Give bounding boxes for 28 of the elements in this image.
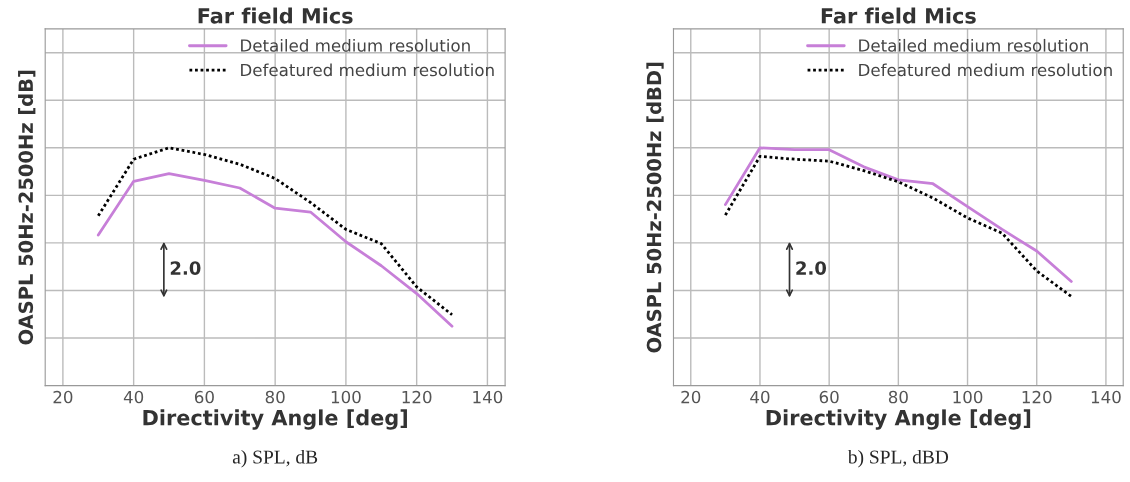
x-tick-label: 40 <box>123 390 144 404</box>
x-tick-label: 20 <box>681 390 701 404</box>
annotation: 2.0 <box>796 261 827 275</box>
x-tick-label: 120 <box>402 390 432 404</box>
legend-label: Detailed medium resolution <box>241 38 470 52</box>
x-axis-title: Directivity Angle [deg] <box>143 409 407 430</box>
x-tick-label: 60 <box>194 390 214 404</box>
x-tick-label: 120 <box>1022 390 1052 404</box>
text: b) SPL, dBD <box>847 449 949 468</box>
legend-label: Defeatured medium resolution <box>859 63 1112 77</box>
x-tick-label: 140 <box>1091 390 1121 404</box>
x-tick-label: 60 <box>819 390 839 404</box>
chart-title: Far field Mics <box>198 7 353 24</box>
text: a) SPL, dB <box>232 449 318 468</box>
y-axis-title: OASPL 50Hz-2500Hz [dB] <box>18 70 36 345</box>
chart-title: Far field Mics <box>821 7 976 24</box>
x-tick-label: 100 <box>953 390 983 404</box>
x-tick-label: 40 <box>750 390 770 404</box>
x-axis-title: Directivity Angle [deg] <box>766 409 1031 430</box>
x-tick-label: 20 <box>53 390 73 404</box>
annotation: 2.0 <box>170 261 201 275</box>
x-tick-label: 80 <box>888 390 908 404</box>
x-tick-label: 100 <box>331 390 361 404</box>
legend-label: Defeatured medium resolution <box>241 63 494 77</box>
x-tick-label: 140 <box>473 390 503 404</box>
legend-label: Detailed medium resolution <box>859 38 1088 52</box>
x-tick-label: 80 <box>265 390 285 404</box>
y-axis-title: OASPL 50Hz-2500Hz [dBD] <box>646 62 664 353</box>
